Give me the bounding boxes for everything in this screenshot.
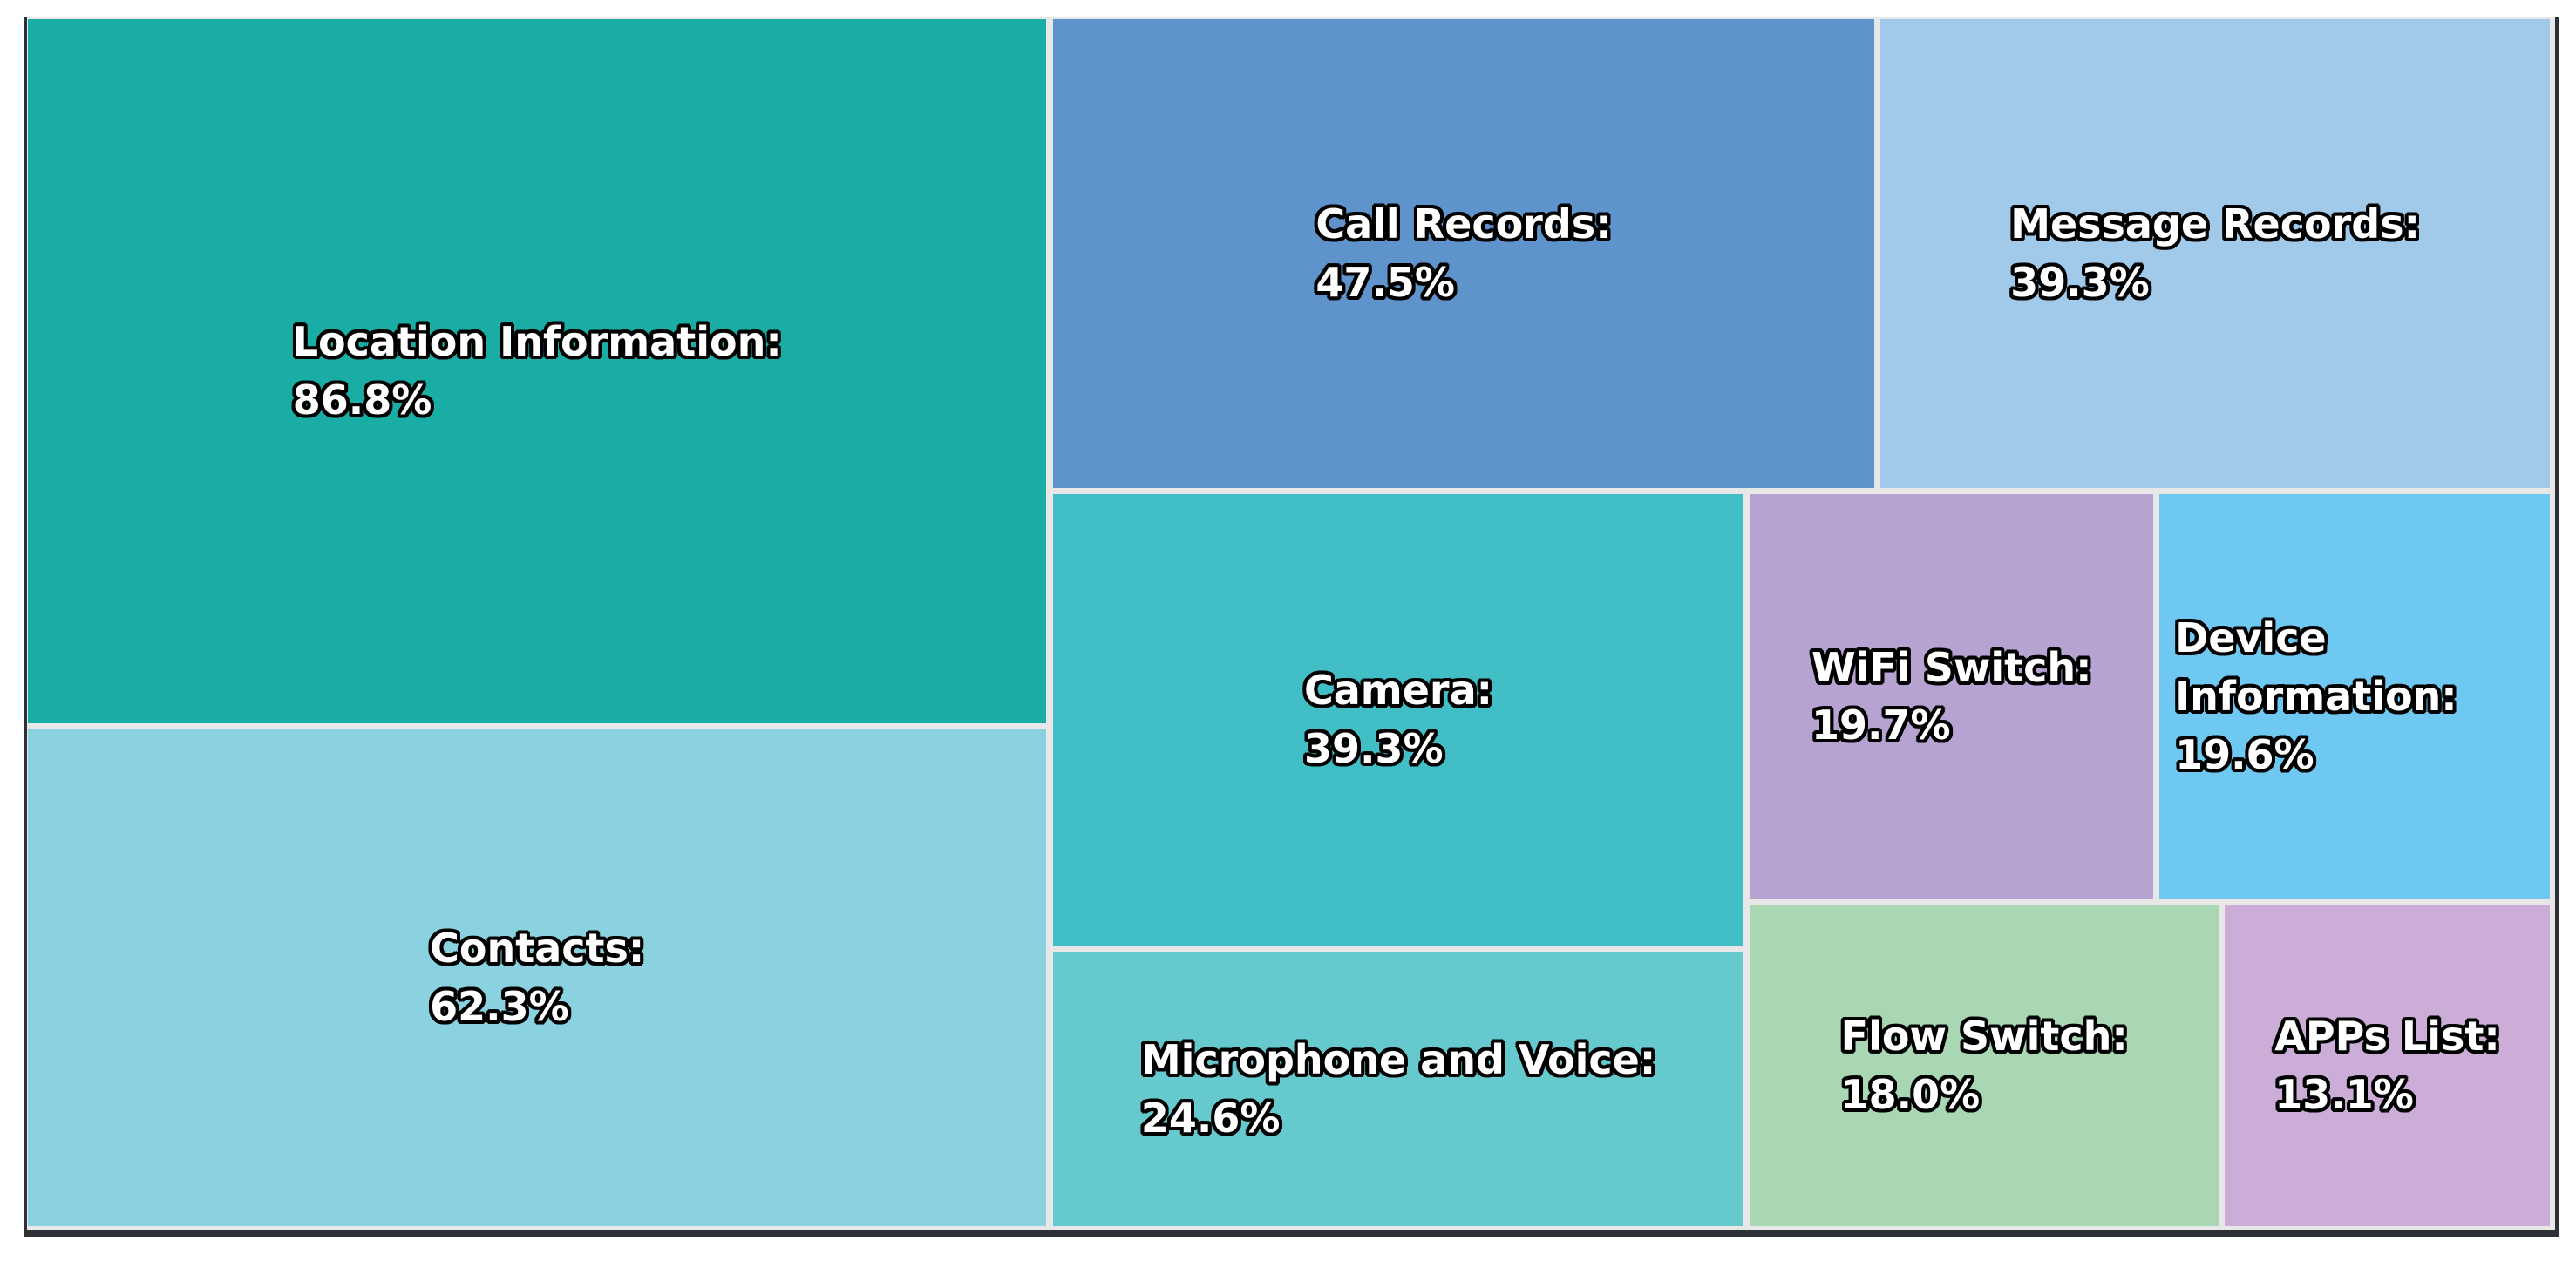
treemap-cell-message-records: Message Records: 39.3% <box>1880 19 2550 488</box>
cell-name-label: Flow Switch: <box>1840 1013 2128 1061</box>
cell-name-label: WiFi Switch: <box>1811 643 2092 691</box>
cell-label: Contacts: 62.3% <box>430 919 644 1035</box>
cell-name-label: Call Records: <box>1315 200 1612 248</box>
cell-name-label: Device Information: <box>2175 614 2457 721</box>
cell-label: Flow Switch: 18.0% <box>1841 1007 2128 1123</box>
cell-label: Location Information: 86.8% <box>293 313 782 429</box>
chart-frame: Location Information: 86.8% Contacts: 62… <box>24 17 2559 1237</box>
cell-label: Camera: 39.3% <box>1304 661 1492 777</box>
cell-value-label: 24.6% <box>1140 1094 1281 1142</box>
treemap-cell-apps-list: APPs List: 13.1% <box>2225 905 2550 1226</box>
treemap-cell-wifi-switch: WiFi Switch: 19.7% <box>1750 493 2154 899</box>
treemap-cell-location-information: Location Information: 86.8% <box>28 19 1047 723</box>
cell-name-label: APPs List: <box>2274 1013 2500 1061</box>
cell-value-label: 19.6% <box>2175 730 2314 778</box>
cell-label: Call Records: 47.5% <box>1315 195 1611 311</box>
cell-value-label: 47.5% <box>1315 258 1455 306</box>
cell-label: WiFi Switch: 19.7% <box>1811 639 2092 755</box>
cell-value-label: 19.7% <box>1811 702 1951 749</box>
cell-value-label: 86.8% <box>292 376 432 424</box>
treemap-cell-microphone-and-voice: Microphone and Voice: 24.6% <box>1052 952 1744 1226</box>
cell-label: Device Information: 19.6% <box>2175 609 2534 783</box>
cell-value-label: 18.0% <box>1840 1070 1981 1118</box>
cell-value-label: 39.3% <box>1304 724 1444 772</box>
cell-value-label: 62.3% <box>430 982 569 1030</box>
cell-name-label: Camera: <box>1304 667 1493 715</box>
treemap-cell-contacts: Contacts: 62.3% <box>28 729 1047 1226</box>
treemap-cell-call-records: Call Records: 47.5% <box>1052 19 1875 488</box>
cell-value-label: 39.3% <box>2010 258 2150 306</box>
cell-name-label: Message Records: <box>2010 200 2420 248</box>
cell-value-label: 13.1% <box>2274 1070 2414 1118</box>
cell-name-label: Contacts: <box>430 925 645 973</box>
cell-name-label: Location Information: <box>292 318 782 366</box>
cell-name-label: Microphone and Voice: <box>1140 1035 1656 1083</box>
cell-label: Microphone and Voice: 24.6% <box>1141 1031 1655 1147</box>
treemap-plot-area: Location Information: 86.8% Contacts: 62… <box>28 19 2550 1226</box>
treemap-cell-device-information: Device Information: 19.6% <box>2159 493 2550 899</box>
cell-label: Message Records: 39.3% <box>2010 195 2420 311</box>
treemap-cell-flow-switch: Flow Switch: 18.0% <box>1750 905 2219 1226</box>
cell-label: APPs List: 13.1% <box>2274 1007 2499 1123</box>
treemap-cell-camera: Camera: 39.3% <box>1052 493 1744 946</box>
